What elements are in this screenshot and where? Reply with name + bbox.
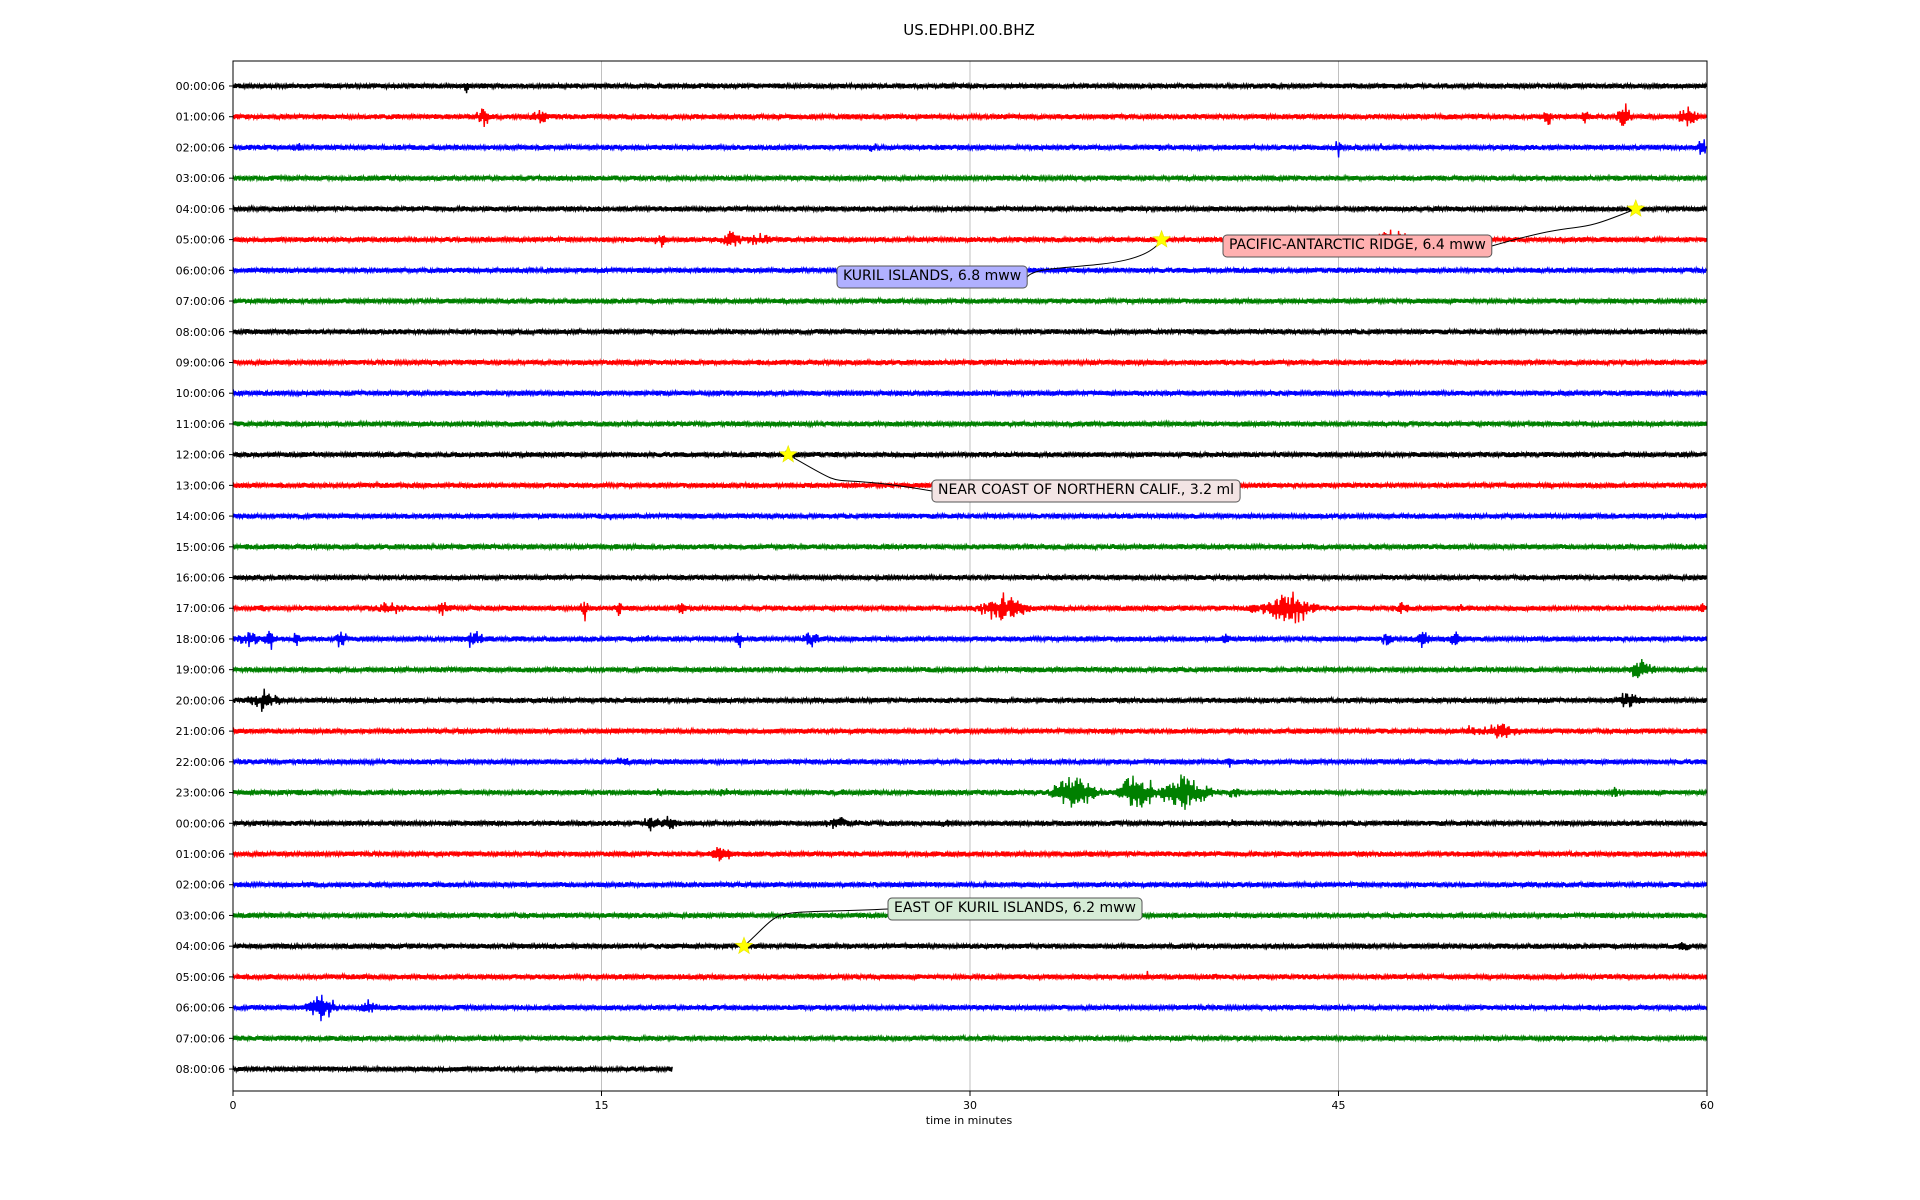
row-label: 04:00:06 bbox=[176, 940, 225, 953]
row-label: 21:00:06 bbox=[176, 725, 225, 738]
event-label-box bbox=[931, 479, 1241, 503]
seismic-trace bbox=[232, 418, 1708, 429]
row-label-group: 00:00:06 01:00:06 02:00:06 03:00:06 04:00:06… bbox=[176, 80, 233, 1076]
seismic-trace bbox=[232, 139, 1708, 158]
event-star-icon bbox=[778, 444, 798, 463]
event-star-icon bbox=[1152, 229, 1172, 248]
event-star-icon bbox=[734, 936, 754, 955]
trace-group bbox=[232, 81, 1708, 1074]
seismic-trace bbox=[232, 572, 1708, 583]
seismic-trace bbox=[232, 388, 1708, 399]
event-annotation: EAST OF KURIL ISLANDS, 6.2 mww bbox=[734, 897, 1143, 955]
seismic-trace bbox=[232, 774, 1708, 810]
row-label: 01:00:06 bbox=[176, 111, 225, 124]
seismic-trace bbox=[232, 541, 1708, 552]
seismic-trace bbox=[232, 941, 1708, 951]
x-tick-label: 15 bbox=[595, 1099, 609, 1112]
row-label: 14:00:06 bbox=[176, 510, 225, 523]
row-label: 02:00:06 bbox=[176, 879, 225, 892]
x-tick-label: 30 bbox=[963, 1099, 977, 1112]
row-label: 04:00:06 bbox=[176, 203, 225, 216]
row-label: 05:00:06 bbox=[176, 234, 225, 247]
row-label: 23:00:06 bbox=[176, 787, 225, 800]
row-label: 07:00:06 bbox=[176, 1032, 225, 1045]
event-annotation: PACIFIC-ANTARCTIC RIDGE, 6.4 mww bbox=[1222, 199, 1646, 258]
seismic-trace bbox=[232, 591, 1708, 624]
row-label: 01:00:06 bbox=[176, 848, 225, 861]
seismic-trace bbox=[232, 688, 1708, 712]
seismic-trace bbox=[232, 756, 1708, 768]
x-tick-label: 0 bbox=[230, 1099, 237, 1112]
row-label: 09:00:06 bbox=[176, 356, 225, 369]
event-label-box bbox=[887, 897, 1143, 921]
x-axis-ticks: 0 15 30 45 60 bbox=[230, 1091, 1714, 1112]
row-label: 00:00:06 bbox=[176, 80, 225, 93]
seismic-trace bbox=[232, 449, 1708, 460]
seismic-trace bbox=[232, 630, 1708, 650]
event-annotation: NEAR COAST OF NORTHERN CALIF., 3.2 ml bbox=[778, 444, 1241, 503]
seismic-trace bbox=[232, 879, 1708, 890]
event-label: KURIL ISLANDS, 6.8 mww bbox=[843, 268, 1021, 284]
event-label: NEAR COAST OF NORTHERN CALIF., 3.2 ml bbox=[938, 482, 1234, 498]
row-label: 16:00:06 bbox=[176, 572, 225, 585]
x-tick-label: 60 bbox=[1700, 1099, 1714, 1112]
x-tick-label: 45 bbox=[1332, 1099, 1346, 1112]
row-label: 03:00:06 bbox=[176, 909, 225, 922]
event-label-box bbox=[1222, 234, 1493, 258]
row-label: 19:00:06 bbox=[176, 664, 225, 677]
row-label: 17:00:06 bbox=[176, 602, 225, 615]
seismic-trace bbox=[232, 846, 1708, 862]
row-label: 06:00:06 bbox=[176, 1002, 225, 1015]
row-label: 13:00:06 bbox=[176, 479, 225, 492]
seismic-trace bbox=[232, 1033, 1708, 1044]
row-label: 20:00:06 bbox=[176, 694, 225, 707]
seismic-trace bbox=[232, 723, 1708, 739]
row-label: 03:00:06 bbox=[176, 172, 225, 185]
seismic-trace bbox=[232, 994, 1708, 1022]
event-annotation: KURIL ISLANDS, 6.8 mww bbox=[836, 229, 1172, 289]
seismic-trace bbox=[232, 81, 1708, 94]
event-annotations: KURIL ISLANDS, 6.8 mww PACIFIC-ANTARCTIC … bbox=[734, 199, 1646, 955]
row-label: 08:00:06 bbox=[176, 326, 225, 339]
row-label: 15:00:06 bbox=[176, 541, 225, 554]
seismic-trace bbox=[232, 1064, 673, 1074]
seismic-trace bbox=[232, 173, 1708, 183]
row-label: 00:00:06 bbox=[176, 817, 225, 830]
event-label: EAST OF KURIL ISLANDS, 6.2 mww bbox=[894, 900, 1136, 916]
seismic-trace bbox=[232, 970, 1708, 982]
event-connector bbox=[1026, 239, 1163, 278]
event-label-box bbox=[836, 265, 1028, 289]
row-label: 07:00:06 bbox=[176, 295, 225, 308]
seismic-trace bbox=[232, 815, 1708, 832]
event-star-icon bbox=[1626, 199, 1646, 217]
row-label: 06:00:06 bbox=[176, 264, 225, 277]
row-label: 08:00:06 bbox=[176, 1063, 225, 1076]
row-label: 02:00:06 bbox=[176, 141, 225, 154]
row-label: 22:00:06 bbox=[176, 756, 225, 769]
event-connector bbox=[743, 908, 889, 947]
seismic-trace bbox=[232, 103, 1708, 128]
plot-frame bbox=[232, 60, 1708, 1092]
seismic-trace bbox=[232, 658, 1708, 679]
row-label: 12:00:06 bbox=[176, 449, 225, 462]
row-label: 05:00:06 bbox=[176, 971, 225, 984]
seismic-trace bbox=[232, 296, 1708, 306]
seismic-trace bbox=[232, 203, 1708, 214]
seismic-trace bbox=[232, 511, 1708, 521]
event-connector bbox=[1491, 208, 1636, 247]
seismic-trace bbox=[232, 357, 1708, 368]
row-label: 11:00:06 bbox=[176, 418, 225, 431]
event-label: PACIFIC-ANTARCTIC RIDGE, 6.4 mww bbox=[1229, 237, 1486, 253]
row-label: 10:00:06 bbox=[176, 387, 225, 400]
x-axis-label: time in minutes bbox=[926, 1114, 1013, 1127]
seismic-trace bbox=[232, 326, 1708, 337]
event-connector bbox=[787, 454, 933, 492]
row-label: 18:00:06 bbox=[176, 633, 225, 646]
chart-title: US.EDHPI.00.BHZ bbox=[903, 21, 1035, 39]
